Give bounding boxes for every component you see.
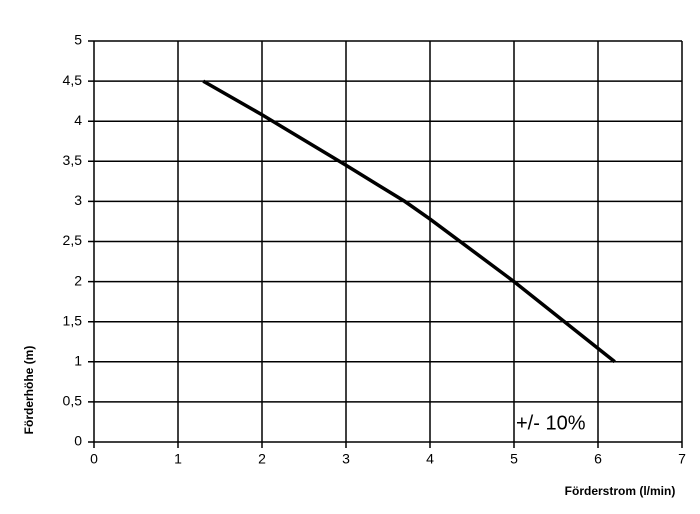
y-tick-label: 5 bbox=[74, 32, 82, 48]
x-tick-label: 1 bbox=[174, 451, 182, 467]
x-tick-label: 2 bbox=[258, 451, 266, 467]
data-line bbox=[202, 79, 616, 364]
y-tick-label: 0,5 bbox=[63, 393, 83, 409]
y-tick-label: 3 bbox=[74, 192, 82, 208]
y-tick-label: 1 bbox=[74, 353, 82, 369]
y-tick-label: 4,5 bbox=[63, 72, 83, 88]
y-tick-label: 4 bbox=[74, 112, 82, 128]
x-tick-label: 6 bbox=[594, 451, 602, 467]
x-tick-label: 7 bbox=[678, 451, 686, 467]
y-tick-label: 3,5 bbox=[63, 152, 83, 168]
y-tick-label: 1,5 bbox=[63, 312, 83, 328]
annotation: +/- 10% bbox=[516, 412, 586, 434]
x-tick-label: 4 bbox=[426, 451, 434, 467]
x-tick-label: 5 bbox=[510, 451, 518, 467]
x-tick-label: 0 bbox=[90, 451, 98, 467]
y-tick-label: 0 bbox=[74, 433, 82, 449]
x-tick-label: 3 bbox=[342, 451, 350, 467]
y-tick-label: 2 bbox=[74, 272, 82, 288]
x-axis-title: Förderstrom (l/min) bbox=[565, 484, 676, 498]
y-tick-label: 2,5 bbox=[63, 232, 83, 248]
y-axis-title: Förderhöhe (m) bbox=[22, 346, 36, 435]
